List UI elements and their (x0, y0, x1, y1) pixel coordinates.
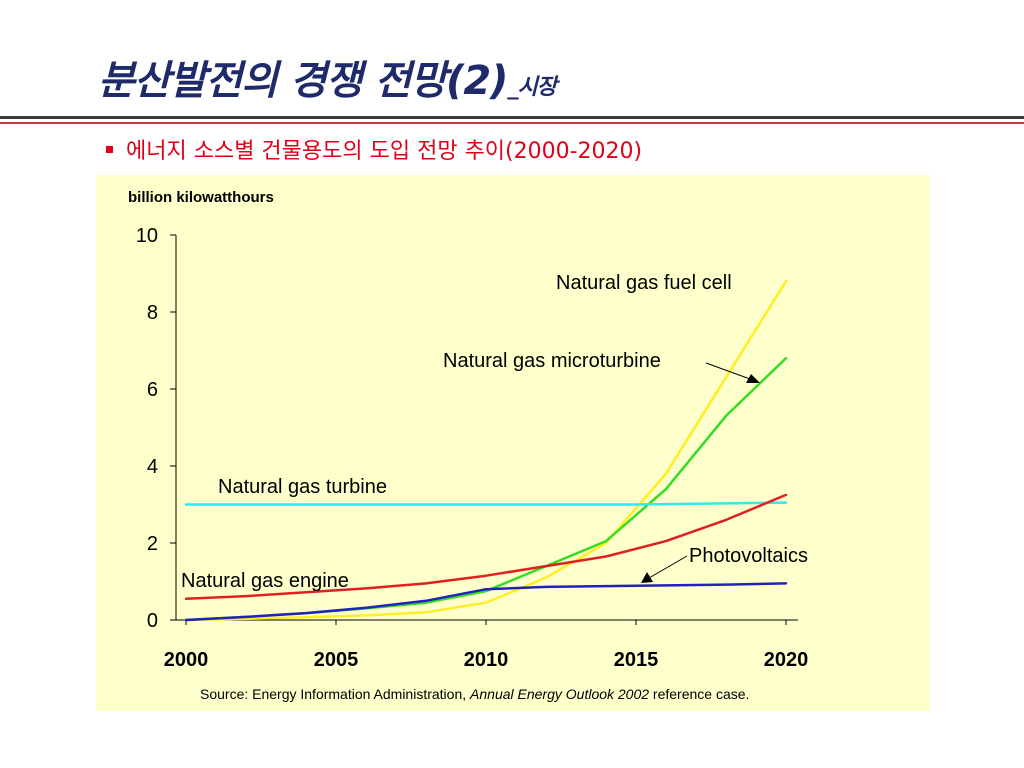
bullet-marker (106, 146, 113, 153)
x-tick-label: 2005 (314, 649, 359, 671)
microturbine-callout-line (705, 362, 751, 380)
series-label-engine: Natural gas engine (181, 570, 349, 592)
microturbine-callout-arrow (746, 374, 760, 383)
photovoltaics-callout-arrow (641, 572, 653, 583)
source-prefix: Source: Energy Information Administratio… (200, 686, 470, 702)
series-label-fuel-cell: Natural gas fuel cell (556, 272, 732, 294)
y-tick-label: 4 (147, 456, 158, 478)
series-label-turbine: Natural gas turbine (218, 476, 387, 498)
series-label-photovoltaics: Photovoltaics (689, 545, 808, 567)
source-title: Annual Energy Outlook 2002 (469, 686, 649, 702)
bullet-text: 에너지 소스별 건물용도의 도입 전망 추이(2000-2020) (126, 139, 643, 164)
x-tick-label: 2020 (764, 649, 809, 671)
slide-title-main: 분산발전의 경쟁 전망(2) (98, 58, 508, 104)
y-axis-label: billion kilowatthours (128, 189, 274, 206)
title-rule-bottom (0, 122, 1024, 124)
series-line-natural-gas-fuel-cell (184, 279, 788, 622)
series-line-photovoltaics (184, 582, 788, 622)
title-rule-top (0, 116, 1024, 119)
x-tick-label: 2000 (164, 649, 209, 671)
chart-background (96, 175, 930, 711)
y-tick-label: 8 (147, 302, 158, 324)
series-line-natural-gas-turbine (184, 501, 788, 506)
slide-title: 분산발전의 경쟁 전망(2)_시장 (98, 48, 557, 106)
slide-title-suffix: _시장 (507, 75, 556, 100)
series-line-natural-gas-engine (184, 493, 788, 601)
source-note: Source: Energy Information Administratio… (200, 686, 749, 702)
source-suffix: reference case. (649, 686, 749, 702)
photovoltaics-callout-line (648, 555, 688, 579)
y-tick-label: 6 (147, 379, 158, 401)
chart-panel: billion kilowatthours 0 2 4 6 8 10 2000 2005 201… (96, 175, 930, 711)
y-tick-label: 2 (147, 533, 158, 555)
series-label-microturbine: Natural gas microturbine (443, 350, 661, 372)
y-tick-label: 0 (147, 610, 158, 632)
y-tick-label: 10 (136, 225, 158, 247)
x-tick-label: 2015 (614, 649, 659, 671)
x-tick-label: 2010 (464, 649, 509, 671)
line-chart: billion kilowatthours 0 2 4 6 8 10 2000 2005 201… (96, 175, 930, 711)
